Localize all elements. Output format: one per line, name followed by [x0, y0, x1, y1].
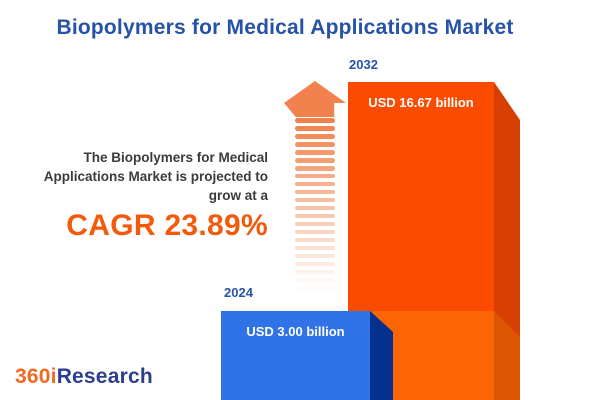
arrow-dash: [295, 189, 335, 195]
annotation-line: Applications Market is projected to: [43, 169, 268, 184]
bar-2024-year-label: 2024: [224, 285, 253, 300]
arrow-dash: [295, 229, 335, 235]
arrow-dash: [295, 173, 335, 179]
arrow-dash: [295, 205, 335, 211]
arrow-dash: [295, 157, 335, 163]
bar-2032-year-label: 2032: [349, 57, 378, 72]
arrow-dash: [295, 245, 335, 251]
arrow-dash: [295, 286, 335, 291]
arrow-dash: [295, 118, 335, 123]
arrow-dashed-tail: [295, 118, 335, 294]
arrow-dash: [295, 197, 335, 203]
bar-2024-value-label: USD 3.00 billion: [246, 324, 345, 339]
arrow-dash: [295, 237, 335, 243]
arrow-dash: [295, 277, 335, 283]
bar-2024-side-face: [370, 311, 393, 400]
arrow-dash: [295, 141, 335, 147]
arrow-dash: [295, 181, 335, 187]
logo-part-research: Research: [56, 365, 153, 388]
arrow-up-icon: [284, 81, 346, 117]
arrow-dash: [295, 125, 335, 131]
arrow-dash: [295, 213, 335, 219]
growth-arrow-icon: [284, 81, 346, 295]
annotation-line: The Biopolymers for Medical: [83, 150, 268, 165]
logo-part-360i: 360i: [15, 365, 57, 388]
arrow-dash: [295, 221, 335, 227]
arrow-dash: [295, 261, 335, 267]
arrow-dash: [295, 149, 335, 155]
bar-2032-value-label: USD 16.67 billion: [368, 95, 474, 110]
chart-title: Biopolymers for Medical Applications Mar…: [56, 16, 514, 39]
bar-2024-front-face: [221, 311, 370, 400]
company-logo: 360iResearch: [15, 365, 153, 389]
arrow-dash: [295, 165, 335, 171]
cagr-value: CAGR 23.89%: [66, 209, 268, 242]
annotation-line: grow at a: [208, 188, 268, 203]
arrow-dash: [295, 269, 335, 275]
arrow-dash: [295, 133, 335, 139]
arrow-dash: [295, 253, 335, 259]
annotation-block: The Biopolymers for Medical Applications…: [20, 148, 268, 243]
